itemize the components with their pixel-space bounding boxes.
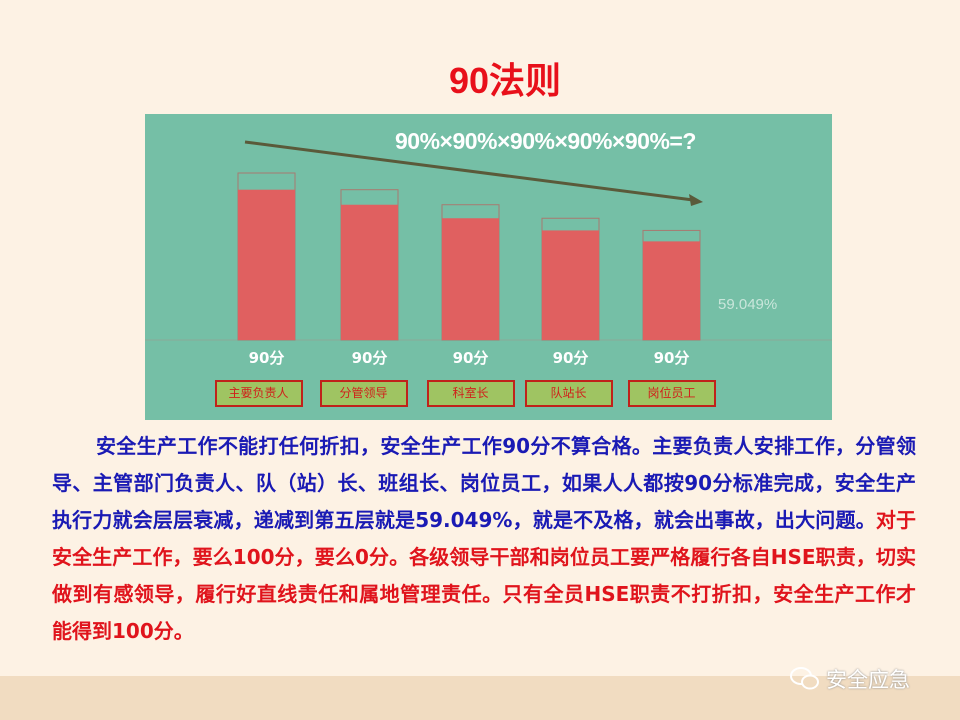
role-label: 队站长 [524, 380, 613, 407]
bar [542, 230, 599, 340]
watermark: 安全应急 [790, 664, 910, 694]
trend-arrow-head [689, 194, 703, 206]
bar [238, 189, 295, 340]
trend-arrow-line [244, 140, 694, 202]
role-label: 科室长 [426, 380, 515, 407]
wechat-icon [790, 667, 819, 690]
role-label: 分管领导 [319, 380, 408, 407]
x-tick-label: 90分 [248, 349, 285, 367]
x-tick-label: 90分 [351, 349, 388, 367]
role-label: 岗位员工 [627, 380, 716, 407]
chart-formula: 90%×90%×90%×90%×90%=? [395, 128, 696, 154]
bar-chart: 90%×90%×90%×90%×90%=? 59.049% 90分主要负责人 90… [145, 114, 832, 420]
x-tick-label: 90分 [452, 349, 489, 367]
x-tick-label: 90分 [653, 349, 690, 367]
bar [643, 241, 700, 340]
bar [442, 218, 499, 340]
role-label: 主要负责人 [214, 380, 303, 407]
body-paragraph: 安全生产工作不能打任何折扣，安全生产工作90分不算合格。主要负责人安排工作，分管… [52, 428, 916, 650]
final-value-label: 59.049% [718, 296, 778, 313]
paragraph-blue-text: 安全生产工作不能打任何折扣，安全生产工作90分不算合格。主要负责人安排工作，分管… [52, 434, 916, 532]
watermark-text: 安全应急 [826, 668, 910, 692]
bar [341, 204, 398, 340]
chart-svg [145, 140, 832, 341]
slide-title: 90法则 [448, 60, 562, 101]
paragraph-red-text: 对于安全生产工作，要么100分，要么0分。各级领导干部和岗位员工要严格履行各自H… [52, 508, 917, 643]
x-tick-label: 90分 [552, 349, 589, 367]
